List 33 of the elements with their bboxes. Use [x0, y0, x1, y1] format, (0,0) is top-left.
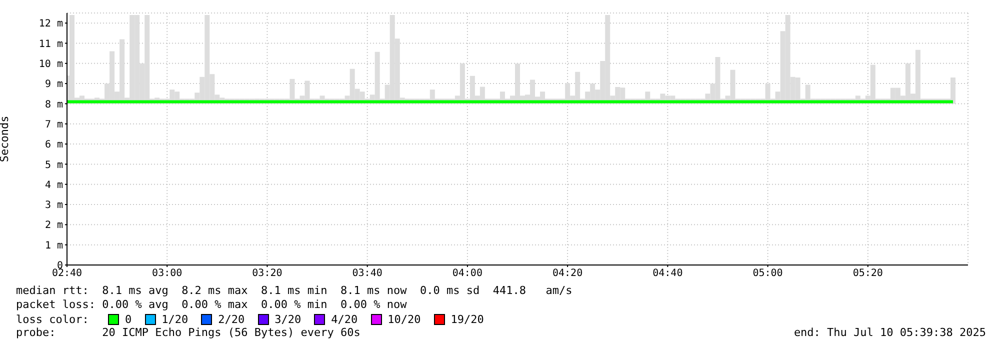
y-tick-label: 3 m [44, 200, 63, 212]
y-tick-label: 11 m [38, 38, 63, 50]
y-tick-label: 9 m [44, 79, 63, 90]
y-tick-label: 10 m [38, 58, 63, 70]
x-tick-label: 04:00 [452, 268, 482, 280]
text: 4/20 [331, 312, 358, 326]
y-axis-title: Seconds [0, 116, 11, 162]
y-tick-label: 1 m [44, 240, 63, 252]
text: packet loss: 0.00 % avg 0.00 % max 0.00 % min 0.00 % now [16, 298, 408, 312]
y-tick-label: 6 m [44, 140, 63, 151]
text: 0 [125, 312, 132, 326]
x-tick-label: 04:20 [552, 268, 583, 280]
text: 19/20 [450, 312, 484, 326]
x-tick-label: 03:20 [252, 268, 282, 280]
y-tick-label: 8 m [44, 99, 63, 110]
x-tick-label: 03:40 [352, 268, 382, 280]
text: median rtt: 8.1 ms avg 8.2 ms max 8.1 ms min 8.1 ms now 0.0 ms sd 441.8 am/s [16, 284, 574, 298]
y-tick-label: 12 m [38, 18, 63, 30]
text: 2/20 [218, 312, 245, 326]
x-tick-label: 05:00 [752, 268, 783, 280]
x-tick-label: 03:00 [152, 268, 182, 280]
x-tick-label: 05:20 [852, 268, 883, 280]
y-tick-label: 2 m [44, 220, 63, 232]
y-tick-label: 7 m [44, 119, 63, 130]
text: 1/20 [162, 312, 188, 326]
y-tick-label: 5 m [44, 160, 63, 171]
text: probe: 20 ICMP Echo Pings (56 Bytes) every 60s [16, 326, 360, 340]
text: 3/20 [274, 312, 302, 326]
x-tick-label: 04:40 [652, 268, 683, 280]
text: 10/20 [388, 312, 421, 326]
y-tick-label: 4 m [44, 180, 63, 191]
text: loss color: [16, 312, 90, 326]
text: end: Thu Jul 10 05:39:38 2025 [794, 326, 986, 340]
